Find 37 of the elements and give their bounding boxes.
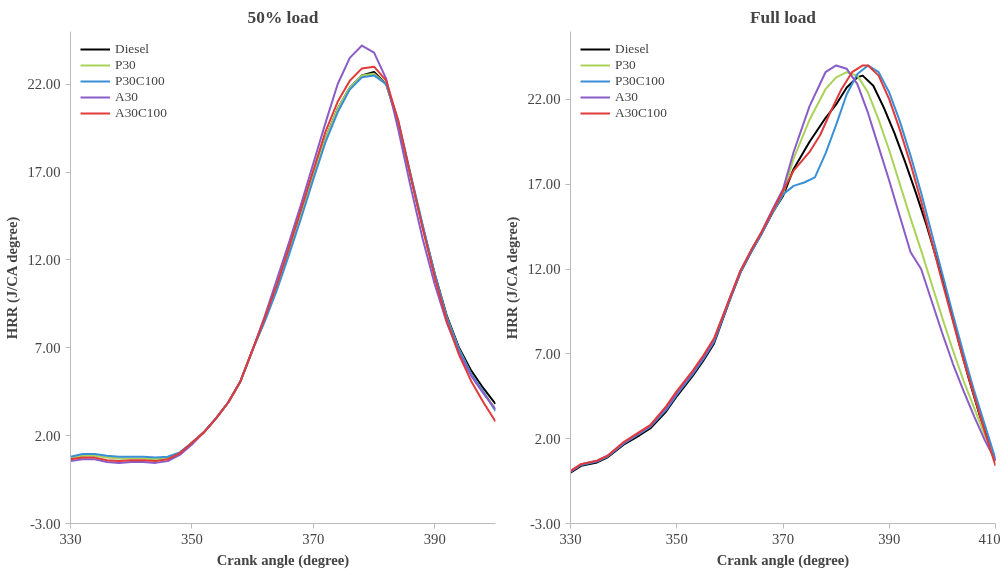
- y-tick-label: -3.00: [29, 515, 61, 532]
- y-tick-label: -3.00: [529, 515, 561, 532]
- legend-label: P30C100: [115, 73, 165, 89]
- x-tick-label: 330: [559, 530, 582, 547]
- x-tick-label: 330: [59, 530, 82, 547]
- legend-label: P30: [115, 57, 136, 73]
- legend-label: A30: [115, 89, 138, 105]
- y-axis-title: HRR (J/CA degree): [503, 216, 521, 340]
- x-tick-label: 350: [180, 530, 203, 547]
- y-tick-label: 2.00: [534, 430, 561, 447]
- y-tick-label: 22.00: [27, 76, 61, 93]
- y-tick-label: 7.00: [534, 345, 561, 362]
- y-tick-label: 2.00: [34, 427, 61, 444]
- y-tick-label: 12.00: [27, 251, 61, 268]
- legend-label: Diesel: [115, 41, 150, 57]
- y-tick-label: 17.00: [527, 176, 561, 193]
- x-axis-title: Crank angle (degree): [216, 551, 350, 569]
- y-tick-label: 12.00: [527, 261, 561, 278]
- legend-label: P30: [615, 57, 636, 73]
- x-tick-label: 410: [978, 530, 1001, 547]
- chart-title: Full load: [750, 7, 817, 27]
- legend-label: A30C100: [115, 105, 167, 121]
- chart-title: 50% load: [247, 7, 319, 27]
- y-tick-label: 7.00: [34, 339, 61, 356]
- legend-label: A30: [615, 89, 638, 105]
- x-tick-label: 390: [423, 530, 446, 547]
- x-tick-label: 390: [878, 530, 901, 547]
- y-axis-title: HRR (J/CA degree): [3, 216, 21, 340]
- x-tick-label: 370: [772, 530, 794, 547]
- legend-label: Diesel: [615, 41, 650, 57]
- y-tick-label: 17.00: [27, 164, 61, 181]
- y-tick-label: 22.00: [527, 91, 561, 108]
- legend-label: A30C100: [615, 105, 667, 121]
- x-tick-label: 370: [302, 530, 325, 547]
- legend-label: P30C100: [615, 73, 665, 89]
- x-tick-label: 350: [665, 530, 688, 547]
- x-axis-title: Crank angle (degree): [716, 551, 850, 569]
